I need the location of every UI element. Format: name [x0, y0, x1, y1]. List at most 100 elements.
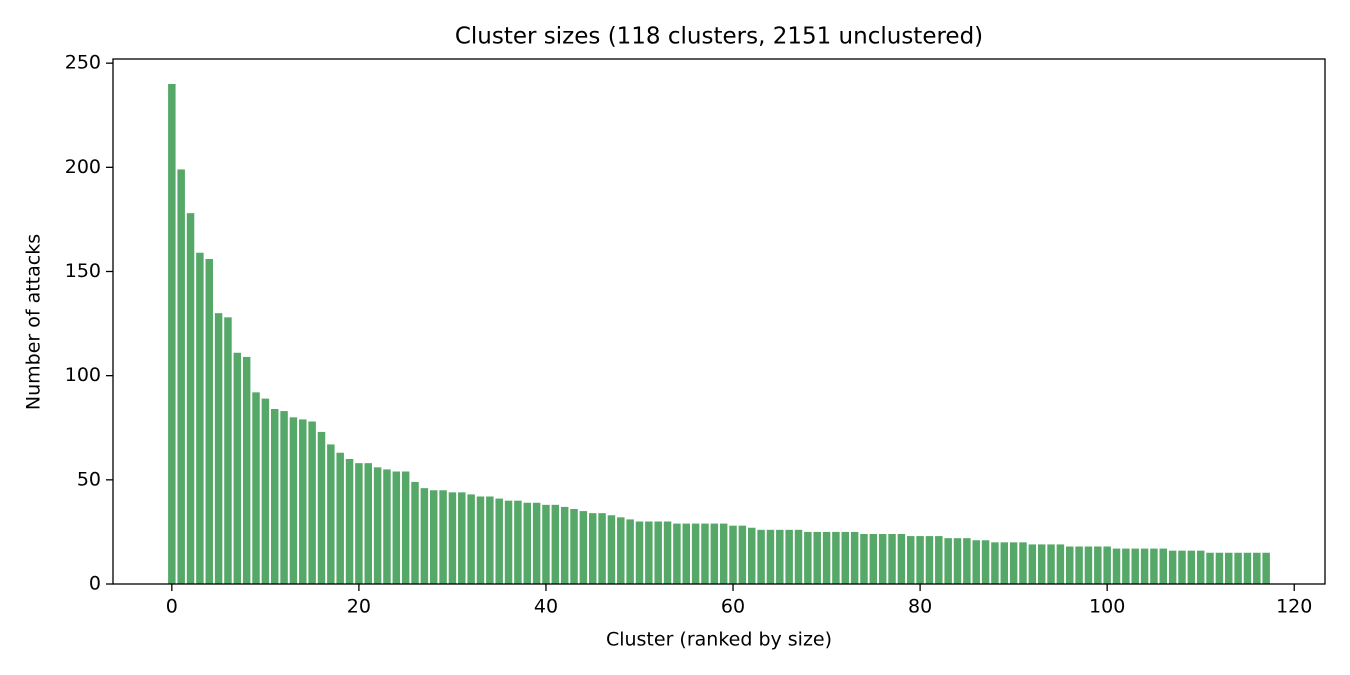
- bar: [598, 513, 606, 584]
- bar: [766, 529, 775, 584]
- bar: [1215, 552, 1224, 584]
- bar: [1056, 544, 1065, 584]
- bar: [1253, 552, 1261, 584]
- bar: [925, 536, 934, 584]
- bar: [1150, 548, 1158, 584]
- bar: [1084, 546, 1093, 584]
- x-tick-label: 20: [347, 596, 371, 618]
- bar: [224, 317, 232, 584]
- chart-title: Cluster sizes (118 clusters, 2151 unclus…: [455, 24, 983, 50]
- x-axis-label: Cluster (ranked by size): [606, 629, 832, 651]
- bar: [1196, 550, 1205, 584]
- bar: [429, 490, 438, 584]
- bar: [981, 540, 990, 584]
- bar: [1187, 550, 1196, 584]
- bar: [645, 521, 653, 584]
- bar: [486, 496, 494, 584]
- x-tick-label: 120: [1276, 596, 1312, 618]
- bar: [270, 409, 279, 584]
- bar: [168, 84, 176, 584]
- bar: [476, 496, 485, 584]
- y-tick-label: 100: [65, 364, 101, 386]
- bar: [261, 398, 270, 584]
- bar: [850, 531, 859, 584]
- bar: [345, 459, 354, 584]
- x-tick-label: 0: [166, 596, 178, 618]
- bar: [635, 521, 644, 584]
- bar: [1112, 548, 1121, 584]
- bar: [299, 419, 307, 584]
- bar: [701, 523, 709, 584]
- bar: [1140, 548, 1149, 584]
- bar: [673, 523, 681, 584]
- bar: [963, 538, 971, 584]
- bar: [411, 481, 419, 584]
- x-tick-label: 80: [908, 596, 932, 618]
- bar: [458, 492, 466, 584]
- bar: [747, 527, 756, 584]
- bar: [495, 498, 503, 584]
- bar: [588, 513, 597, 584]
- bar: [1075, 546, 1083, 584]
- bar: [654, 521, 662, 584]
- bar: [420, 488, 429, 584]
- bar: [570, 509, 578, 584]
- bar: [551, 504, 560, 584]
- bar: [327, 444, 335, 584]
- bar: [822, 531, 831, 584]
- bar: [523, 502, 531, 584]
- bar: [1103, 546, 1111, 584]
- bar: [336, 452, 344, 584]
- bar: [233, 352, 242, 584]
- y-tick-label: 200: [65, 156, 101, 178]
- bar: [1122, 548, 1130, 584]
- bar: [860, 534, 868, 584]
- bar: [626, 519, 634, 584]
- bar: [991, 542, 999, 584]
- bar: [242, 356, 251, 584]
- bar: [383, 469, 391, 584]
- bar: [205, 259, 213, 584]
- bar: [1225, 552, 1233, 584]
- bar: [373, 467, 382, 584]
- bar: [1037, 544, 1046, 584]
- x-tick-label: 100: [1089, 596, 1125, 618]
- bar: [177, 169, 185, 584]
- bar: [448, 492, 457, 584]
- bar: [907, 536, 915, 584]
- bar: [1028, 544, 1037, 584]
- bar: [897, 534, 906, 584]
- bar: [869, 534, 878, 584]
- bar: [439, 490, 447, 584]
- bar: [682, 523, 691, 584]
- bar: [1131, 548, 1139, 584]
- bar: [1019, 542, 1027, 584]
- bar: [467, 494, 475, 584]
- bar: [944, 538, 952, 584]
- bar: [1009, 542, 1018, 584]
- bar: [1047, 544, 1055, 584]
- bar: [1094, 546, 1102, 584]
- y-tick-label: 0: [89, 573, 101, 595]
- bar: [392, 471, 401, 584]
- bar: [560, 506, 569, 584]
- bar: [776, 529, 784, 584]
- bar: [663, 521, 672, 584]
- bar: [1000, 542, 1009, 584]
- bar: [514, 500, 522, 584]
- bar: [317, 431, 326, 584]
- bar: [355, 463, 363, 584]
- bar: [1206, 552, 1214, 584]
- bar: [542, 504, 550, 584]
- bar: [1243, 552, 1252, 584]
- bar: [785, 529, 793, 584]
- bar: [794, 529, 803, 584]
- bar: [804, 531, 812, 584]
- bar: [832, 531, 840, 584]
- bar: [878, 534, 887, 584]
- plot-frame: [112, 58, 1326, 585]
- bar: [935, 536, 943, 584]
- bar: [364, 463, 372, 584]
- bar: [710, 523, 719, 584]
